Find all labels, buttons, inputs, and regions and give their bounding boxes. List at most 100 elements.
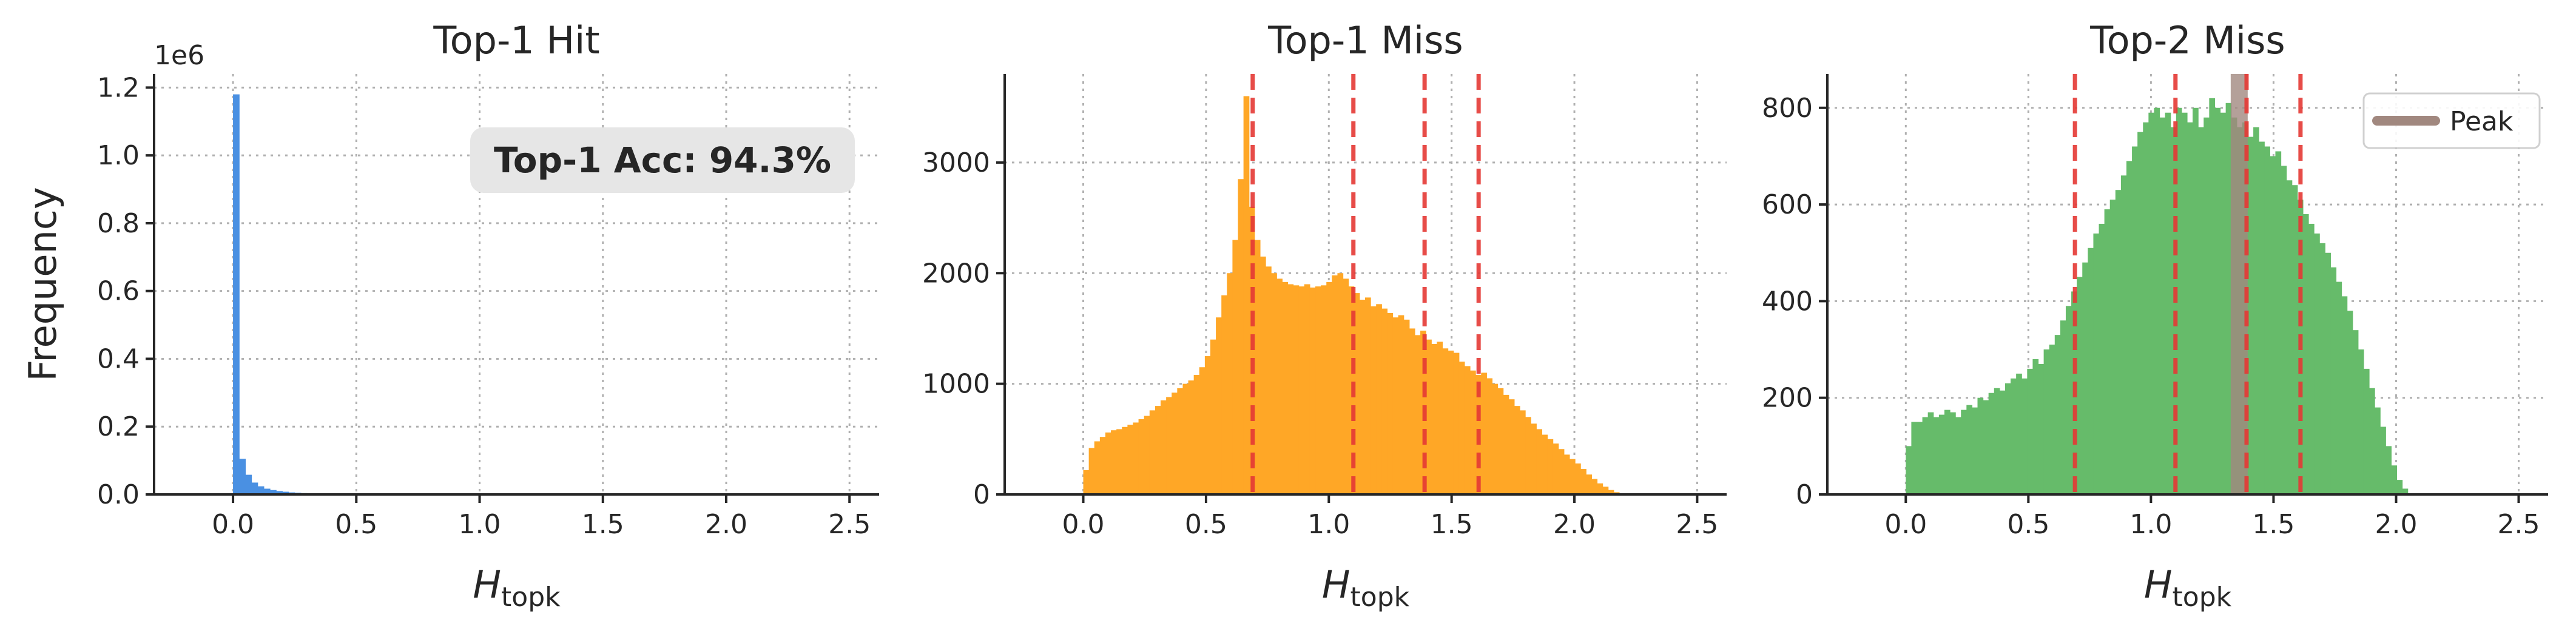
x-axis-label-sub: topk bbox=[2173, 582, 2232, 613]
histogram-bar bbox=[1459, 362, 1465, 494]
histogram-bar bbox=[2369, 388, 2375, 494]
histogram-bar bbox=[2077, 277, 2083, 494]
histogram-bar bbox=[1199, 367, 1205, 494]
histogram-bar bbox=[1553, 443, 1559, 494]
chart-title: Top-1 Hit bbox=[433, 18, 599, 62]
histogram-bar bbox=[2198, 127, 2204, 494]
histogram-bar bbox=[1084, 470, 1090, 494]
histogram-bar bbox=[1928, 413, 1934, 494]
histogram-bar bbox=[1376, 304, 1382, 494]
histogram-bar bbox=[1144, 416, 1150, 494]
histogram-bar bbox=[1498, 388, 1504, 494]
histogram-bar bbox=[2259, 142, 2265, 494]
histogram-bar bbox=[2016, 374, 2022, 494]
histogram-bar bbox=[2380, 426, 2386, 494]
histogram-bar bbox=[1923, 417, 1929, 494]
histogram-bar bbox=[1966, 405, 1972, 494]
histogram-bar bbox=[1100, 437, 1106, 494]
histogram-bar bbox=[2154, 108, 2160, 494]
histogram-bar bbox=[1597, 484, 1603, 494]
histogram-bar bbox=[2287, 180, 2293, 494]
histogram-bar bbox=[1371, 306, 1377, 494]
histogram-bar bbox=[258, 487, 265, 494]
y-tick-label: 0.4 bbox=[97, 343, 140, 374]
histogram-bar bbox=[1365, 297, 1371, 494]
x-axis-label: Htopk bbox=[2144, 562, 2232, 613]
histogram-bar bbox=[2032, 359, 2038, 494]
histogram-bar bbox=[2264, 146, 2270, 494]
histogram-bar bbox=[2126, 161, 2133, 494]
histogram-bar bbox=[2099, 224, 2105, 494]
histogram-bar bbox=[1961, 410, 1967, 494]
histogram-bar bbox=[2148, 113, 2154, 494]
histogram-bar bbox=[2270, 156, 2276, 494]
histogram-bar bbox=[2253, 127, 2259, 494]
x-tick-label: 0.0 bbox=[1884, 509, 1927, 540]
histogram-bar bbox=[1431, 344, 1437, 494]
histogram-bar bbox=[1514, 406, 1520, 494]
histogram-bar bbox=[1282, 282, 1288, 494]
histogram-bar bbox=[1983, 400, 1989, 494]
histogram-bar bbox=[1955, 417, 1961, 494]
histogram-bar bbox=[2203, 118, 2210, 494]
histogram-bar bbox=[2342, 296, 2348, 494]
y-tick-label: 600 bbox=[1762, 189, 1813, 220]
x-axis-label-main: H bbox=[473, 562, 501, 607]
histogram-bar bbox=[1591, 479, 1597, 494]
histogram-bar bbox=[1177, 388, 1183, 494]
histogram-bar bbox=[2121, 175, 2127, 494]
annotation-text: Top-1 Acc: 94.3% bbox=[494, 140, 831, 181]
x-axis-label-main: H bbox=[2144, 562, 2173, 607]
histogram-bar bbox=[1238, 179, 1244, 494]
x-axis-label: Htopk bbox=[473, 562, 561, 613]
x-tick-label: 0.0 bbox=[1062, 509, 1105, 540]
y-tick-label: 2000 bbox=[922, 258, 990, 289]
histogram-bar bbox=[2275, 151, 2281, 494]
histogram-bar bbox=[1525, 417, 1531, 494]
histogram-bar bbox=[1227, 273, 1233, 494]
x-tick-label: 2.0 bbox=[1553, 509, 1596, 540]
histogram-bar bbox=[1437, 342, 1443, 494]
histogram-bar bbox=[2396, 480, 2402, 494]
histogram-bar bbox=[1939, 415, 1945, 494]
histogram-bar bbox=[1911, 422, 1917, 494]
histogram-bar bbox=[1580, 469, 1586, 494]
histogram-bar bbox=[2105, 209, 2111, 494]
histogram-bar bbox=[1404, 320, 1410, 494]
histogram-bar bbox=[2336, 282, 2342, 494]
histogram-bar bbox=[1310, 288, 1316, 494]
histogram-bar bbox=[2303, 214, 2309, 494]
x-tick-label: 2.5 bbox=[2498, 509, 2540, 540]
histogram-bar bbox=[2375, 408, 2381, 494]
histogram-bar bbox=[1343, 278, 1349, 494]
x-tick-label: 2.0 bbox=[705, 509, 747, 540]
histogram-bar bbox=[1139, 419, 1145, 494]
x-tick-label: 2.5 bbox=[828, 509, 871, 540]
histogram-bar bbox=[1989, 393, 1995, 494]
histogram-bar bbox=[1465, 366, 1471, 494]
histogram-bar bbox=[2347, 311, 2353, 494]
histogram-bar bbox=[2182, 113, 2188, 494]
histogram-bar bbox=[2314, 234, 2320, 494]
histogram-bar bbox=[2005, 383, 2011, 494]
histogram-bar bbox=[1548, 439, 1554, 494]
histogram-bar bbox=[2132, 146, 2138, 494]
histogram-bar bbox=[2358, 349, 2364, 494]
y-tick-label: 0 bbox=[1796, 479, 1813, 510]
histogram-bar bbox=[1232, 240, 1238, 494]
histogram-bar bbox=[1575, 463, 1581, 494]
histogram-bar bbox=[2364, 369, 2370, 494]
histogram-bar bbox=[1393, 317, 1399, 494]
histogram-bar bbox=[1481, 372, 1487, 494]
x-tick-label: 0.5 bbox=[2007, 509, 2049, 540]
histogram-bar bbox=[1398, 315, 1404, 494]
histogram-bar bbox=[2082, 263, 2088, 494]
histogram-bar bbox=[1116, 429, 1122, 494]
legend-label: Peak bbox=[2450, 106, 2514, 137]
histogram-bar bbox=[2011, 379, 2017, 494]
histogram-bar bbox=[1216, 317, 1222, 494]
histogram-bar bbox=[2292, 185, 2298, 494]
histogram-bar bbox=[1304, 285, 1310, 495]
histogram-bar bbox=[2385, 446, 2392, 494]
